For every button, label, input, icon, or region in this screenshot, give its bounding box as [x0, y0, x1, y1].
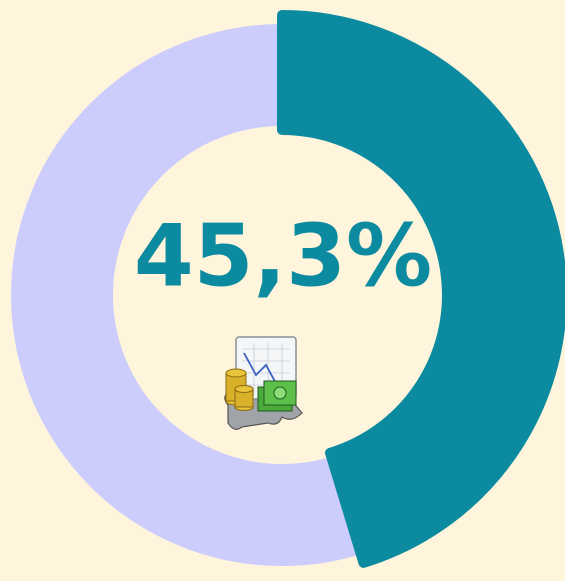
chart: 45,3%: [0, 0, 565, 581]
center-value: 45,3%: [134, 206, 432, 306]
finance-icon: [225, 337, 302, 429]
page: {"chart_data": {"type": "donut", "values…: [0, 0, 565, 581]
